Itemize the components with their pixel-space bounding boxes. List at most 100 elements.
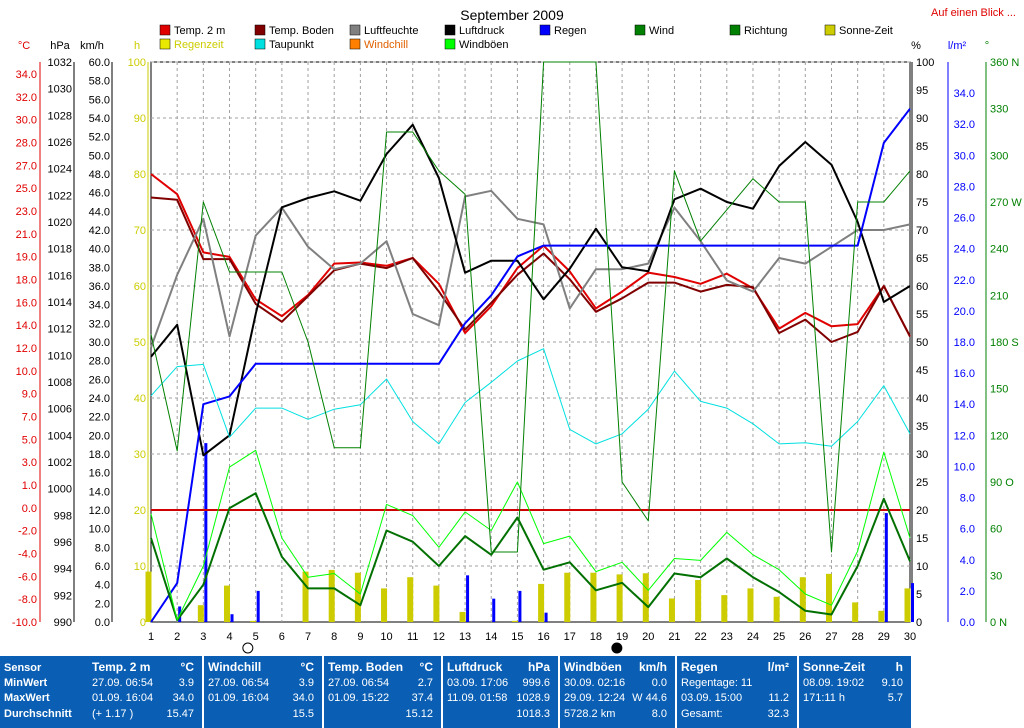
x-tick-label: 14 xyxy=(485,631,497,643)
percent-tick-label: 50 xyxy=(916,337,928,349)
pressure-tick-label: 1026 xyxy=(48,137,72,149)
speed-tick-label: 32.0 xyxy=(89,318,110,330)
speed-tick-label: 44.0 xyxy=(89,206,110,218)
x-tick-label: 26 xyxy=(799,631,811,643)
legend-swatch xyxy=(539,24,551,36)
stats-max-time: 01.09. 15:22 xyxy=(328,692,390,704)
percent-tick-label: 10 xyxy=(916,561,928,573)
legend-swatch xyxy=(159,24,171,36)
stats-col-unit: °C xyxy=(180,660,194,674)
sensor-label: Sensor xyxy=(4,662,42,674)
temp-tick-label: 16.0 xyxy=(16,297,37,309)
sun-bar xyxy=(197,605,204,622)
direction-tick-label: 210 xyxy=(990,290,1008,302)
sun-bar xyxy=(799,577,806,622)
speed-tick-label: 48.0 xyxy=(89,169,110,181)
temp-tick-label: 21.0 xyxy=(16,229,37,241)
sun-bar xyxy=(250,620,257,622)
temp-tick-label: 7.0 xyxy=(22,412,37,424)
rain-tick-label: 24.0 xyxy=(954,244,975,256)
hours-tick-label: 100 xyxy=(128,57,146,69)
legend-swatch xyxy=(444,24,456,36)
x-tick-label: 12 xyxy=(433,631,445,643)
stats-column: Windböen km/h 30.09. 02:16 0.0 29.09. 12:24 W… xyxy=(560,656,675,728)
x-tick-label: 5 xyxy=(253,631,259,643)
temp-tick-label: 5.0 xyxy=(22,434,37,446)
stats-max-value: 11.2 xyxy=(768,692,789,704)
statistics-table: Sensor MinWert MaxWert Durchschnitt Temp… xyxy=(0,656,1024,728)
stats-avg-value: 32.3 xyxy=(767,708,789,720)
pressure-tick-label: 1002 xyxy=(48,457,72,469)
temp-tick-label: -10.0 xyxy=(12,617,37,629)
temp-tick-label: 23.0 xyxy=(16,206,37,218)
stats-min-time: 27.09. 06:54 xyxy=(92,677,154,689)
x-tick-label: 30 xyxy=(904,631,916,643)
temp-tick-label: 3.0 xyxy=(22,457,37,469)
stats-col-title: Temp. 2 m xyxy=(92,660,151,674)
x-tick-label: 18 xyxy=(590,631,602,643)
legend-swatch xyxy=(349,24,361,36)
x-tick-label: 25 xyxy=(773,631,785,643)
x-tick-label: 2 xyxy=(174,631,180,643)
stats-min-time: 30.09. 02:16 xyxy=(564,677,626,689)
speed-tick-label: 26.0 xyxy=(89,374,110,386)
rain-tick-label: 0.0 xyxy=(960,617,975,629)
stats-max-time: 03.09. 15:00 xyxy=(681,692,743,704)
percent-tick-label: 55 xyxy=(916,309,928,321)
x-tick-label: 4 xyxy=(226,631,232,643)
stats-min-value: 999.6 xyxy=(522,677,550,689)
x-tick-label: 27 xyxy=(825,631,837,643)
percent-tick-label: 90 xyxy=(916,113,928,125)
pressure-tick-label: 1012 xyxy=(48,324,72,336)
percent-tick-label: 35 xyxy=(916,421,928,433)
full-moon-icon xyxy=(242,642,254,654)
rain-tick-label: 6.0 xyxy=(960,524,975,536)
temp-tick-label: 27.0 xyxy=(16,160,37,172)
sun-bar xyxy=(852,602,859,622)
temp-tick-label: 19.0 xyxy=(16,252,37,264)
x-tick-label: 1 xyxy=(148,631,154,643)
stats-col-unit: km/h xyxy=(638,660,667,674)
stats-col-title: Temp. Boden xyxy=(328,660,404,674)
speed-tick-label: 30.0 xyxy=(89,337,110,349)
hours-tick-label: 10 xyxy=(134,561,146,573)
legend-swatch xyxy=(634,24,646,36)
direction-tick-label: 120 xyxy=(990,430,1008,442)
temp-tick-label: -2.0 xyxy=(18,526,37,538)
sun-bar xyxy=(433,585,440,622)
percent-tick-label: 75 xyxy=(916,197,928,209)
stats-col-unit: h xyxy=(895,660,903,674)
stats-min-value: 3.9 xyxy=(298,677,314,689)
stats-avg-label: 5728.2 km xyxy=(564,708,616,720)
sun-bar xyxy=(590,572,597,622)
series-line-wind xyxy=(150,492,911,622)
speed-tick-label: 56.0 xyxy=(89,94,110,106)
stats-col-title: Sonne-Zeit xyxy=(803,660,865,674)
temp-tick-label: 25.0 xyxy=(16,183,37,195)
axis-unit-label: h xyxy=(134,40,140,52)
rain-day-bar xyxy=(256,590,260,622)
legend-label: Windböen xyxy=(459,39,509,51)
stats-max-value: W 44.6 xyxy=(632,692,667,704)
stats-avg-value: 8.0 xyxy=(651,708,667,720)
min-label: MinWert xyxy=(4,677,48,689)
stats-avg-value: 1018.3 xyxy=(516,708,550,720)
stats-avg-value: 15.12 xyxy=(405,708,433,720)
stats-max-time: 171:11 h xyxy=(803,692,846,704)
rain-tick-label: 22.0 xyxy=(954,275,975,287)
stats-max-time: 29.09. 12:24 xyxy=(564,692,626,704)
stats-col-title: Windböen xyxy=(564,660,622,674)
sun-bar xyxy=(721,595,728,622)
stats-max-time: 01.09. 16:04 xyxy=(92,692,154,704)
x-tick-label: 16 xyxy=(537,631,549,643)
x-tick-label: 23 xyxy=(721,631,733,643)
hours-tick-label: 60 xyxy=(134,281,146,293)
speed-tick-label: 10.0 xyxy=(89,524,110,536)
legend-label: Regen xyxy=(554,25,586,37)
stats-min-value: 0.0 xyxy=(651,677,667,689)
series-line-temp-2-m xyxy=(150,173,911,337)
overview-link[interactable]: Auf einen Blick ... xyxy=(931,7,1016,19)
pressure-tick-label: 1004 xyxy=(48,430,72,442)
pressure-tick-label: 1010 xyxy=(48,350,72,362)
x-tick-label: 24 xyxy=(747,631,759,643)
